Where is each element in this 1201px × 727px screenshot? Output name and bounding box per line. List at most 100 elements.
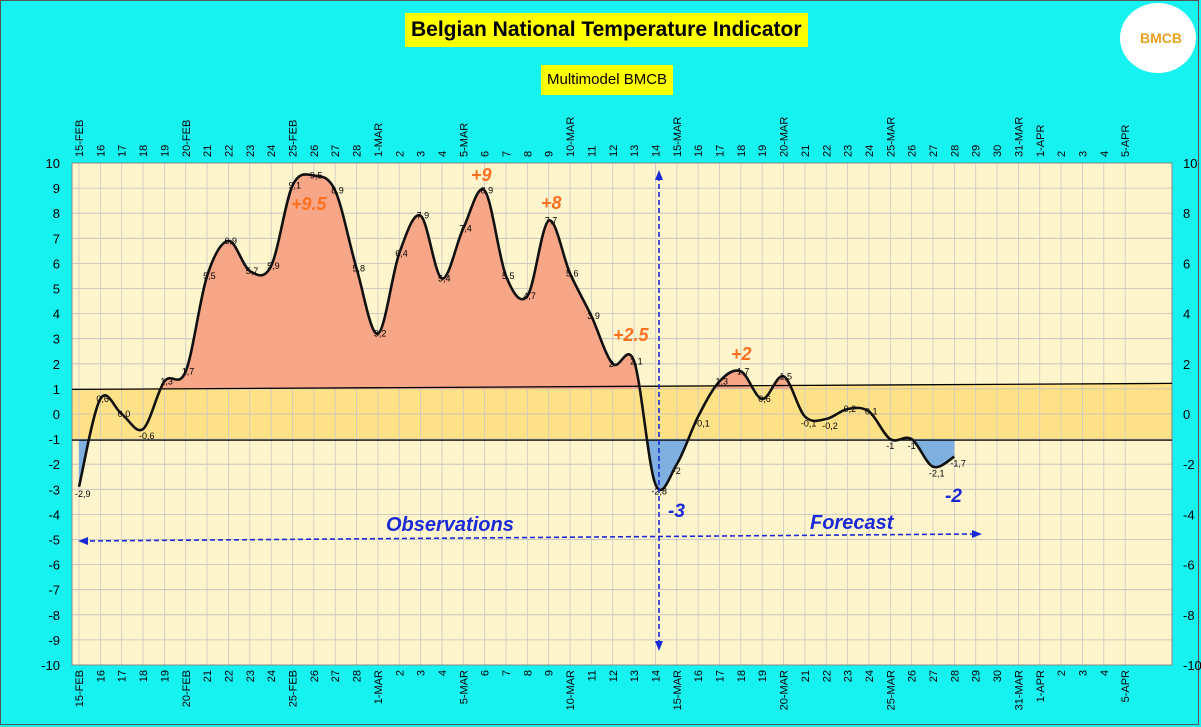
data-label: 1,5 (780, 371, 793, 381)
bmcb-logo (1120, 3, 1196, 73)
y-right-tick-label: 6 (1183, 256, 1190, 271)
annotation-label: +2 (731, 344, 752, 364)
chart-title: Belgian National Temperature Indicator (405, 13, 808, 47)
x-tick-label-top: 30 (992, 145, 1004, 157)
x-tick-label-top: 4 (1099, 151, 1111, 157)
data-label: 3,2 (374, 329, 387, 339)
x-tick-label-bottom: 3 (416, 670, 428, 676)
annotation-label: Forecast (810, 512, 895, 534)
x-tick-label-bottom: 26 (907, 670, 919, 682)
x-tick-label-bottom: 3 (1077, 670, 1089, 676)
annotation-label: -3 (668, 501, 685, 522)
x-tick-label-top: 3 (1077, 151, 1089, 157)
x-tick-label-bottom: 27 (330, 670, 342, 682)
data-label: 7,9 (417, 211, 430, 221)
data-label: -2,1 (929, 469, 945, 479)
data-label: 5,7 (246, 266, 259, 276)
x-tick-label-bottom: 5-MAR (458, 670, 470, 704)
data-label: -0,1 (801, 419, 817, 429)
x-tick-label-bottom: 20-MAR (779, 670, 791, 710)
data-label: 1,3 (716, 376, 729, 386)
data-label: 6,4 (395, 248, 408, 258)
x-tick-label-top: 12 (608, 145, 620, 157)
x-tick-label-bottom: 18 (736, 670, 748, 682)
x-tick-label-top: 24 (864, 145, 876, 157)
data-label: 8,9 (331, 186, 344, 196)
data-label: -0,1 (694, 419, 710, 429)
x-tick-label-top: 25-FEB (288, 120, 300, 157)
x-tick-label-top: 5-MAR (458, 123, 470, 157)
data-label: 0,2 (844, 404, 857, 414)
data-label: 6,9 (224, 236, 237, 246)
x-tick-label-top: 17 (715, 145, 727, 157)
x-tick-label-bottom: 23 (843, 670, 855, 682)
x-tick-label-top: 23 (245, 145, 257, 157)
x-tick-label-bottom: 9 (544, 670, 556, 676)
x-tick-label-top: 10-MAR (565, 117, 577, 157)
x-tick-label-bottom: 19 (757, 670, 769, 682)
x-tick-label-bottom: 24 (266, 670, 278, 682)
plot-border (71, 162, 1173, 666)
x-tick-label-top: 9 (544, 151, 556, 157)
normal-band (72, 383, 1172, 441)
data-label: 5,9 (267, 261, 280, 271)
y-tick-label: 3 (53, 332, 60, 347)
y-tick-label: -5 (48, 533, 60, 548)
data-label: 4,7 (523, 291, 536, 301)
x-tick-label-bottom: 22 (821, 670, 833, 682)
x-tick-label-bottom: 28 (949, 670, 961, 682)
data-label: 1,7 (737, 366, 750, 376)
x-tick-label-bottom: 11 (586, 670, 598, 681)
x-tick-label-bottom: 28 (352, 670, 364, 682)
x-tick-label-bottom: 25-MAR (885, 670, 897, 710)
x-tick-label-bottom: 13 (629, 670, 641, 682)
x-tick-label-bottom: 19 (159, 670, 171, 682)
data-label: -1 (908, 441, 916, 451)
x-tick-label-top: 2 (394, 151, 406, 157)
x-tick-label-bottom: 10-MAR (565, 670, 577, 710)
data-label: 5,6 (566, 268, 579, 278)
arrows (78, 170, 982, 651)
x-tick-label-bottom: 25-FEB (288, 670, 300, 707)
y-tick-label: -8 (48, 608, 60, 623)
y-tick-label: 6 (53, 256, 60, 271)
x-tick-label-bottom: 4 (437, 670, 449, 676)
x-tick-label-bottom: 20-FEB (181, 670, 193, 707)
y-right-tick-label: 2 (1183, 357, 1190, 372)
y-tick-label: 5 (53, 282, 60, 297)
data-label: 0,6 (96, 394, 109, 404)
logo-text: BMCB (1140, 30, 1182, 46)
arrow-head-right (972, 530, 982, 538)
x-tick-label-top: 1-MAR (373, 123, 385, 157)
x-tick-label-bottom: 16 (95, 670, 107, 682)
x-tick-label-bottom: 17 (117, 670, 129, 682)
annotation-label: +8 (541, 193, 562, 213)
x-tick-label-top: 19 (757, 145, 769, 157)
y-tick-label: 7 (53, 231, 60, 246)
data-label: 3,9 (587, 311, 600, 321)
x-tick-label-top: 16 (95, 145, 107, 157)
x-tick-label-top: 20-MAR (779, 117, 791, 157)
x-tick-label-bottom: 26 (309, 670, 321, 682)
data-label: 1,7 (182, 366, 195, 376)
x-tick-label-bottom: 2 (394, 670, 406, 676)
annotations: +9.5 +9 +8 +2.5 +2 -3 -2 Observations Forecast (291, 165, 962, 536)
x-tick-label-top: 15-MAR (672, 117, 684, 157)
x-tick-label-top: 1-APR (1035, 125, 1047, 157)
annotation-label: +2.5 (613, 325, 650, 345)
x-tick-label-top: 7 (501, 151, 513, 157)
x-tick-label-bottom: 31-MAR (1013, 670, 1025, 710)
data-label: 9,5 (310, 171, 323, 181)
data-label: 5,5 (203, 271, 216, 281)
annotation-label: +9 (471, 165, 492, 185)
data-label: -2 (673, 466, 681, 476)
y-tick-label: 4 (53, 307, 60, 322)
y-tick-label: -10 (41, 658, 60, 673)
x-tick-label-top: 17 (117, 145, 129, 157)
y-right-tick-label: -4 (1183, 507, 1195, 522)
x-tick-label-top: 21 (202, 145, 214, 157)
x-tick-label-bottom: 4 (1099, 670, 1111, 676)
data-label: 7,4 (459, 223, 472, 233)
x-tick-label-top: 24 (266, 145, 278, 157)
